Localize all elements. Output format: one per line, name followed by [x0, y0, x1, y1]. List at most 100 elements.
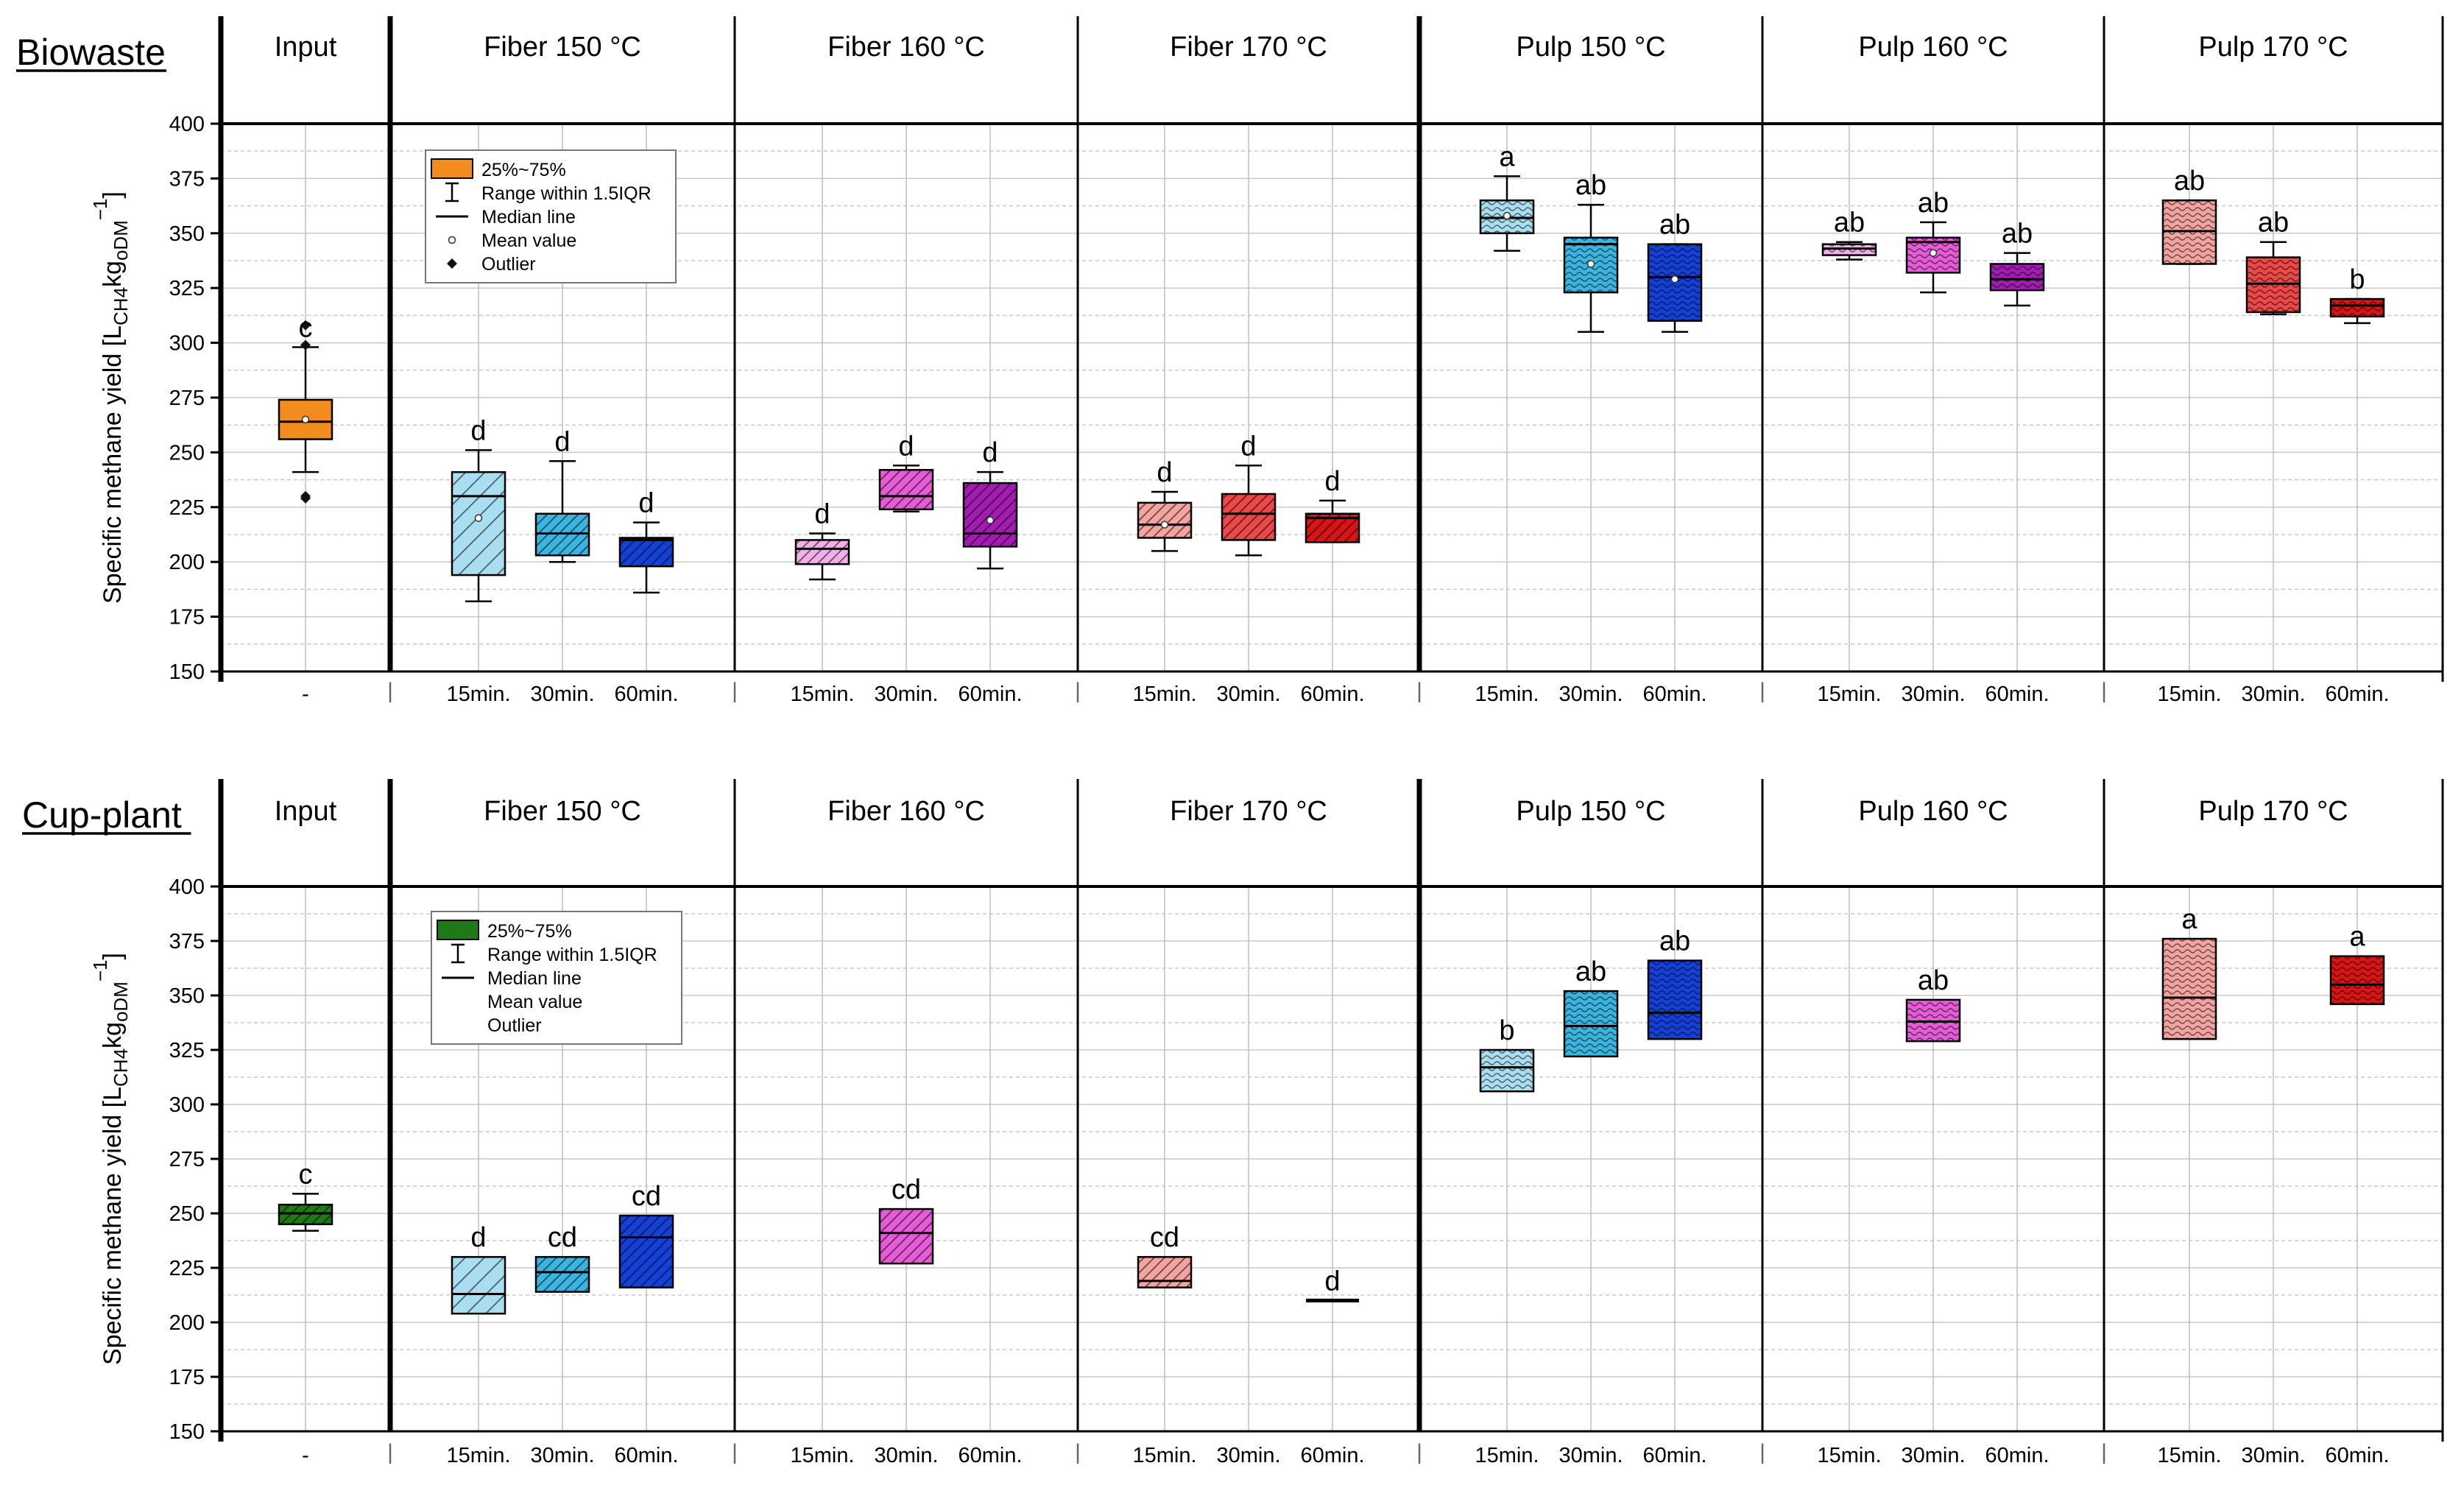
box-plot: c: [278, 1159, 333, 1232]
box-plot: a: [1479, 141, 1535, 252]
panel-title: Cup-plant: [22, 794, 182, 836]
box-iqr: [618, 1214, 674, 1288]
group-header: Fiber 150 °C: [484, 32, 641, 63]
y-tick-label: 275: [169, 1148, 205, 1171]
significance-letter: d: [638, 488, 654, 519]
significance-letter: a: [2181, 904, 2198, 935]
x-tick-label: 30min.: [874, 1444, 938, 1467]
significance-letter: ab: [1659, 210, 1690, 241]
significance-letter: c: [299, 313, 313, 344]
y-tick-label: 400: [169, 875, 205, 899]
x-tick-label: 60min.: [2325, 683, 2389, 706]
panel-cup-plant: | | | | | | 150 175 200 225 250 275 300 325 350 375 400 C…: [22, 779, 2444, 1467]
y-tick-label: 175: [169, 606, 205, 630]
y-tick-label: 275: [169, 387, 205, 410]
significance-letter: cd: [548, 1222, 577, 1253]
significance-letter: ab: [1575, 170, 1606, 201]
box-plot: d: [618, 488, 674, 594]
x-tick-label: 60min.: [614, 1444, 678, 1467]
y-axis-label-part: −1: [89, 959, 111, 981]
y-axis-label-part: kg: [99, 261, 127, 287]
box-plot: d: [794, 499, 850, 581]
legend-label: 25%~75%: [481, 160, 566, 180]
mean-marker: [1929, 249, 1938, 257]
outlier-marker: [300, 320, 311, 331]
y-tick-label: 300: [169, 332, 205, 356]
box-iqr: [2329, 297, 2385, 318]
x-tick-label: 15min.: [2157, 1444, 2221, 1467]
significance-letter: d: [982, 437, 998, 468]
y-axis-label-part: oDM: [110, 981, 132, 1022]
box-plot: a: [2161, 904, 2217, 1040]
box-iqr: [1137, 501, 1193, 539]
divider-tick: |: [1759, 1440, 1765, 1464]
y-tick-label: 150: [169, 660, 205, 684]
mean-marker: [1670, 275, 1679, 283]
significance-letter: d: [898, 431, 914, 462]
legend: 25%~75% Range within 1.5IQR Median line Mea…: [431, 911, 682, 1045]
divider-tick: |: [1416, 679, 1422, 703]
box-plot: d: [1305, 466, 1360, 543]
x-tick-label: 60min.: [614, 683, 678, 706]
box-plot: ab: [1821, 208, 1877, 261]
significance-letter: ab: [1659, 926, 1690, 957]
panel-biowaste: | | | | | | 150 175 200 225 250 275 300 325 350 375 400 B…: [16, 16, 2444, 706]
x-tick-label: 30min.: [2241, 1444, 2305, 1467]
divider-tick: |: [1075, 679, 1081, 703]
box-iqr: [1563, 990, 1619, 1058]
box-plot: d: [451, 415, 506, 603]
significance-letter: d: [814, 499, 830, 530]
box-plot: cd: [534, 1222, 590, 1293]
x-tick-label: 30min.: [1901, 683, 1965, 706]
y-axis-label-part: CH4: [110, 287, 132, 325]
box-iqr: [878, 1207, 934, 1265]
x-tick-label: 15min.: [790, 1444, 854, 1467]
legend-label: Mean value: [487, 992, 582, 1012]
legend-label: Median line: [481, 207, 576, 228]
box-plot: ab: [1563, 170, 1619, 333]
panel-title: Biowaste: [16, 32, 166, 73]
significance-letter: cd: [632, 1181, 661, 1212]
x-tick-label: 15min.: [1475, 683, 1539, 706]
box-iqr: [1137, 1255, 1193, 1288]
box-plot: b: [1479, 1015, 1535, 1093]
y-tick-label: 375: [169, 167, 205, 191]
divider-tick: |: [387, 679, 393, 703]
y-tick-label: 400: [169, 113, 205, 136]
box-iqr: [794, 539, 850, 565]
box-plot: d: [878, 431, 934, 513]
y-tick-label: 225: [169, 496, 205, 520]
x-tick-label: 15min.: [1817, 1444, 1881, 1467]
box-iqr: [2161, 937, 2217, 1040]
significance-letter: a: [1499, 141, 1515, 172]
box-plot: d: [451, 1222, 506, 1315]
legend-label: Outlier: [481, 254, 536, 275]
legend-swatch-box: [437, 920, 479, 940]
y-axis-label-part: oDM: [110, 220, 132, 261]
significance-letter: ab: [1575, 956, 1606, 987]
x-tick-label: 30min.: [1558, 683, 1623, 706]
significance-letter: ab: [2174, 166, 2205, 197]
y-tick-label: 250: [169, 441, 205, 465]
y-tick-label: 375: [169, 930, 205, 953]
box-plot: ab: [1905, 965, 1961, 1043]
box-plot: cd: [618, 1181, 674, 1288]
outlier-marker: [300, 339, 311, 350]
significance-letter: ab: [2002, 219, 2033, 250]
x-tick-label: -: [302, 1444, 309, 1467]
box-plot: ab: [1905, 188, 1961, 294]
group-header: Pulp 170 °C: [2198, 32, 2348, 63]
outlier-marker: [300, 493, 311, 504]
box-plot: d: [1306, 1266, 1359, 1302]
y-tick-label: 350: [169, 222, 205, 246]
y-tick-label: 325: [169, 277, 205, 300]
y-tick-label: 250: [169, 1202, 205, 1226]
x-tick-label: 15min.: [1475, 1444, 1539, 1467]
group-header: Pulp 170 °C: [2198, 796, 2348, 827]
group-header: Fiber 160 °C: [827, 796, 985, 827]
box-iqr: [1221, 493, 1277, 541]
y-axis-label-part: ]: [99, 953, 127, 959]
group-header: Fiber 170 °C: [1170, 32, 1327, 63]
box-plot: d: [962, 437, 1018, 570]
